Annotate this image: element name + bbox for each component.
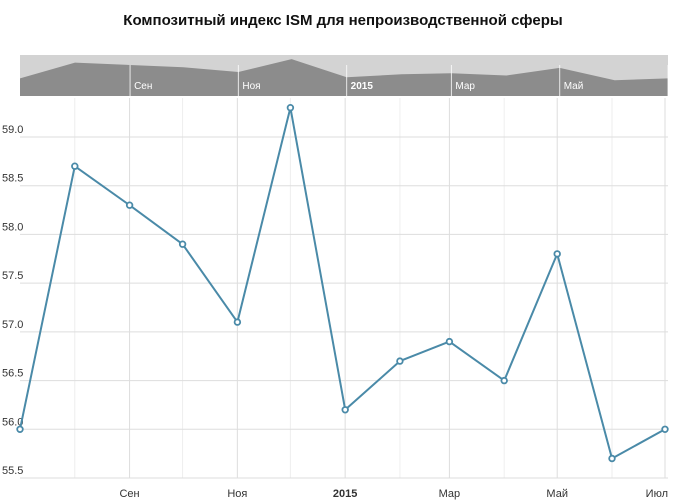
data-point xyxy=(445,337,454,346)
data-point xyxy=(553,250,561,258)
y-tick-label: 58.5 xyxy=(2,173,23,185)
data-point xyxy=(16,425,24,433)
data-point xyxy=(608,454,616,463)
data-point xyxy=(286,103,295,112)
x-tick-label: Мар xyxy=(439,488,461,500)
navigator-area xyxy=(20,59,668,96)
data-point xyxy=(396,357,404,365)
x-tick-label: 2015 xyxy=(333,488,357,500)
data-point xyxy=(500,376,508,385)
navigator-tick-label: 2015 xyxy=(351,81,374,92)
y-tick-label: 58.0 xyxy=(2,221,23,233)
navigator-tick-label: Мар xyxy=(455,81,475,92)
x-tick-label: Сен xyxy=(119,488,139,500)
navigator-tick-label: Май xyxy=(564,81,584,92)
data-point xyxy=(71,162,79,170)
data-point xyxy=(178,240,187,248)
y-tick-label: 55.5 xyxy=(2,465,23,477)
y-axis: 55.5 56.0 56.5 57.0 57.5 58.0 58.5 59.0 xyxy=(2,124,23,477)
navigator-tick-label: Сен xyxy=(134,81,152,92)
data-point xyxy=(341,406,349,414)
data-point xyxy=(233,318,242,326)
navigator-tick-label: Ноя xyxy=(242,81,260,92)
x-tick-label: Ноя xyxy=(227,488,247,500)
y-grid xyxy=(20,136,668,479)
navigator[interactable]: Сен Ноя 2015 Мар Май Июл xyxy=(20,55,686,96)
data-point xyxy=(661,425,669,433)
x-tick-label: Май xyxy=(546,488,568,500)
x-axis: Сен Ноя 2015 Мар Май Июл xyxy=(119,488,668,500)
y-tick-label: 56.0 xyxy=(2,416,23,428)
chart-title: Композитный индекс ISM для непроизводств… xyxy=(123,12,563,29)
y-tick-label: 56.5 xyxy=(2,368,23,380)
x-grid xyxy=(74,98,666,478)
plot-area xyxy=(16,103,669,463)
navigator-tick-label: Июл xyxy=(672,81,686,92)
y-tick-label: 57.0 xyxy=(2,319,23,331)
y-tick-label: 59.0 xyxy=(2,124,23,136)
data-point xyxy=(125,201,134,209)
y-tick-label: 57.5 xyxy=(2,270,23,282)
x-tick-label: Июл xyxy=(646,488,668,500)
